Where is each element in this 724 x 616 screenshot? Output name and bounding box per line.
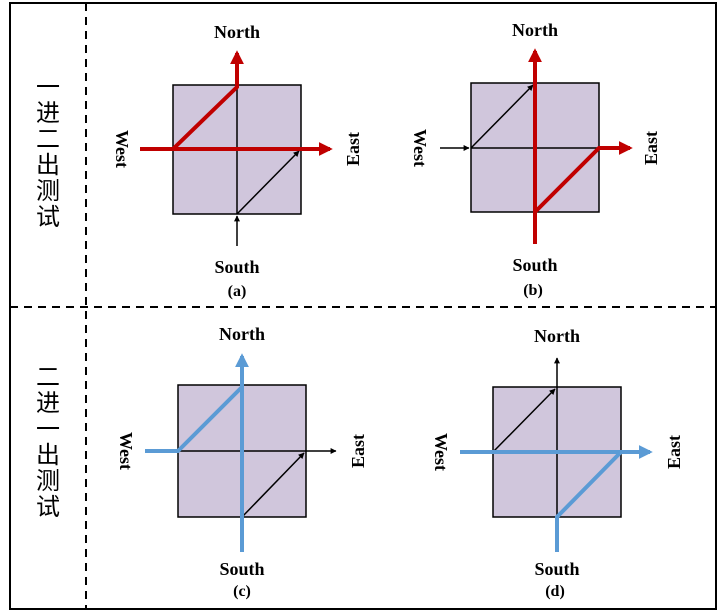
row-label-bottom: 二进一出测试: [36, 363, 60, 521]
label-north: North: [512, 20, 558, 40]
panel-caption: (b): [523, 282, 543, 299]
row-label-text: 二进一出测试: [36, 363, 60, 521]
arrow-diagonal: [241, 452, 305, 518]
highlight-path-east: [533, 141, 633, 214]
label-east: East: [664, 435, 684, 469]
panel-d: North South West East (d): [431, 326, 684, 600]
label-north: North: [219, 324, 265, 344]
label-south: South: [512, 255, 557, 275]
highlight-path-south: [555, 450, 623, 552]
label-west: West: [116, 432, 136, 470]
arrow-diagonal: [492, 388, 556, 453]
label-west: West: [431, 433, 451, 471]
panel-caption: (c): [233, 583, 251, 600]
label-south: South: [219, 559, 264, 579]
arrow-diagonal: [470, 84, 534, 149]
panel-b: North South West East (b): [410, 20, 661, 299]
label-south: South: [214, 257, 259, 277]
label-east: East: [343, 132, 363, 166]
label-north: North: [534, 326, 580, 346]
label-west: West: [410, 129, 430, 167]
label-south: South: [534, 559, 579, 579]
arrow-diagonal: [236, 150, 300, 215]
panel-caption: (d): [545, 583, 565, 600]
panel-c: North South West East (c): [116, 324, 368, 600]
panel-a: North South West East (a): [112, 22, 363, 300]
label-east: East: [641, 131, 661, 165]
label-west: West: [112, 130, 132, 168]
highlight-path-west: [145, 385, 244, 453]
row-label-text: 一进二出测试: [36, 73, 60, 231]
panel-caption: (a): [228, 283, 247, 300]
label-north: North: [214, 22, 260, 42]
label-east: East: [348, 434, 368, 468]
row-label-top: 一进二出测试: [36, 73, 60, 231]
